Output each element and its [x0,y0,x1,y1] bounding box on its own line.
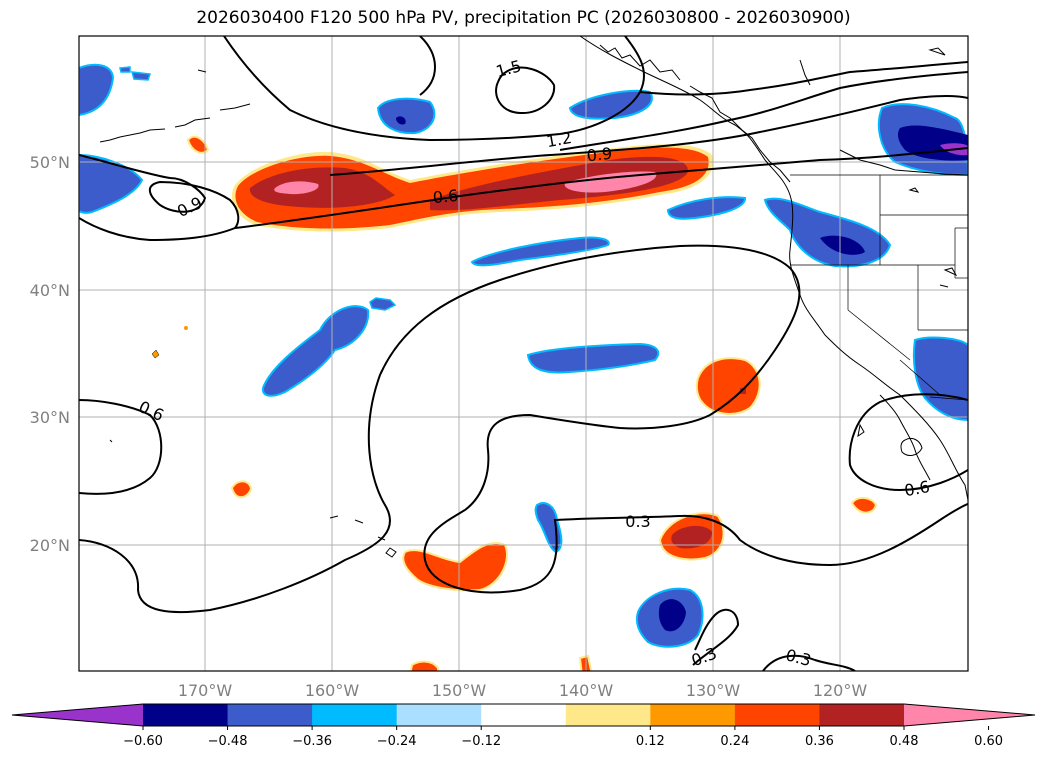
colorbar-tick-label: 0.60 [974,734,1003,749]
colorbar-tick-label: −0.12 [461,734,501,749]
colorbar-segment [396,704,482,726]
lat-label: 20°N [30,536,70,555]
colorbar-tick-label: −0.24 [377,734,417,749]
colorbar-segment [227,704,313,726]
contour-label: 0.6 [432,186,459,207]
colorbar-segment [481,704,567,726]
colorbar: −0.60 −0.48 −0.36 −0.24 −0.12 0.12 0.24 0.36 0.4… [11,703,1036,749]
colorbar-segment [819,704,905,726]
contour-label: 1.2 [545,128,573,151]
colorbar-segment [734,704,820,726]
precip-band-negative [79,63,968,648]
colorbar-extend-max [904,704,1035,726]
lon-label: 140°W [559,681,614,700]
contour-label: 0.3 [625,512,650,531]
colorbar-segment [312,704,398,726]
lon-label: 150°W [432,681,487,700]
colorbar-segment [650,704,736,726]
lon-label: 120°W [813,681,868,700]
islands [99,69,397,558]
longitude-labels: 170°W 160°W 150°W 140°W 130°W 120°W [178,681,868,700]
latitude-labels: 50°N 40°N 30°N 20°N [30,153,70,555]
colorbar-tick-label: −0.36 [292,734,332,749]
contour-label: 0.6 [903,477,931,500]
lat-label: 30°N [30,408,70,427]
colorbar-tick-label: −0.60 [123,734,163,749]
map-title: 2026030400 F120 500 hPa PV, precipitatio… [196,8,851,28]
contour-label: 0.9 [586,144,613,166]
colorbar-tick-label: 0.36 [805,734,834,749]
colorbar-segment [143,704,229,726]
plot-frame [78,35,969,672]
graticule [79,36,968,671]
pv-contours [79,36,968,671]
lat-label: 50°N [30,153,70,172]
lon-label: 130°W [686,681,741,700]
colorbar-segment [565,704,651,726]
lat-label: 40°N [30,281,70,300]
lon-label: 170°W [178,681,233,700]
colorbar-tick-label: −0.48 [208,734,248,749]
lon-label: 160°W [305,681,360,700]
colorbar-extend-min [12,704,143,726]
colorbar-tick-label: 0.12 [636,734,665,749]
precip-spot-positive [151,135,878,671]
state-borders [790,174,968,401]
colorbar-tick-label: 0.48 [890,734,919,749]
plot-area [79,36,968,671]
colorbar-tick-label: 0.24 [720,734,749,749]
